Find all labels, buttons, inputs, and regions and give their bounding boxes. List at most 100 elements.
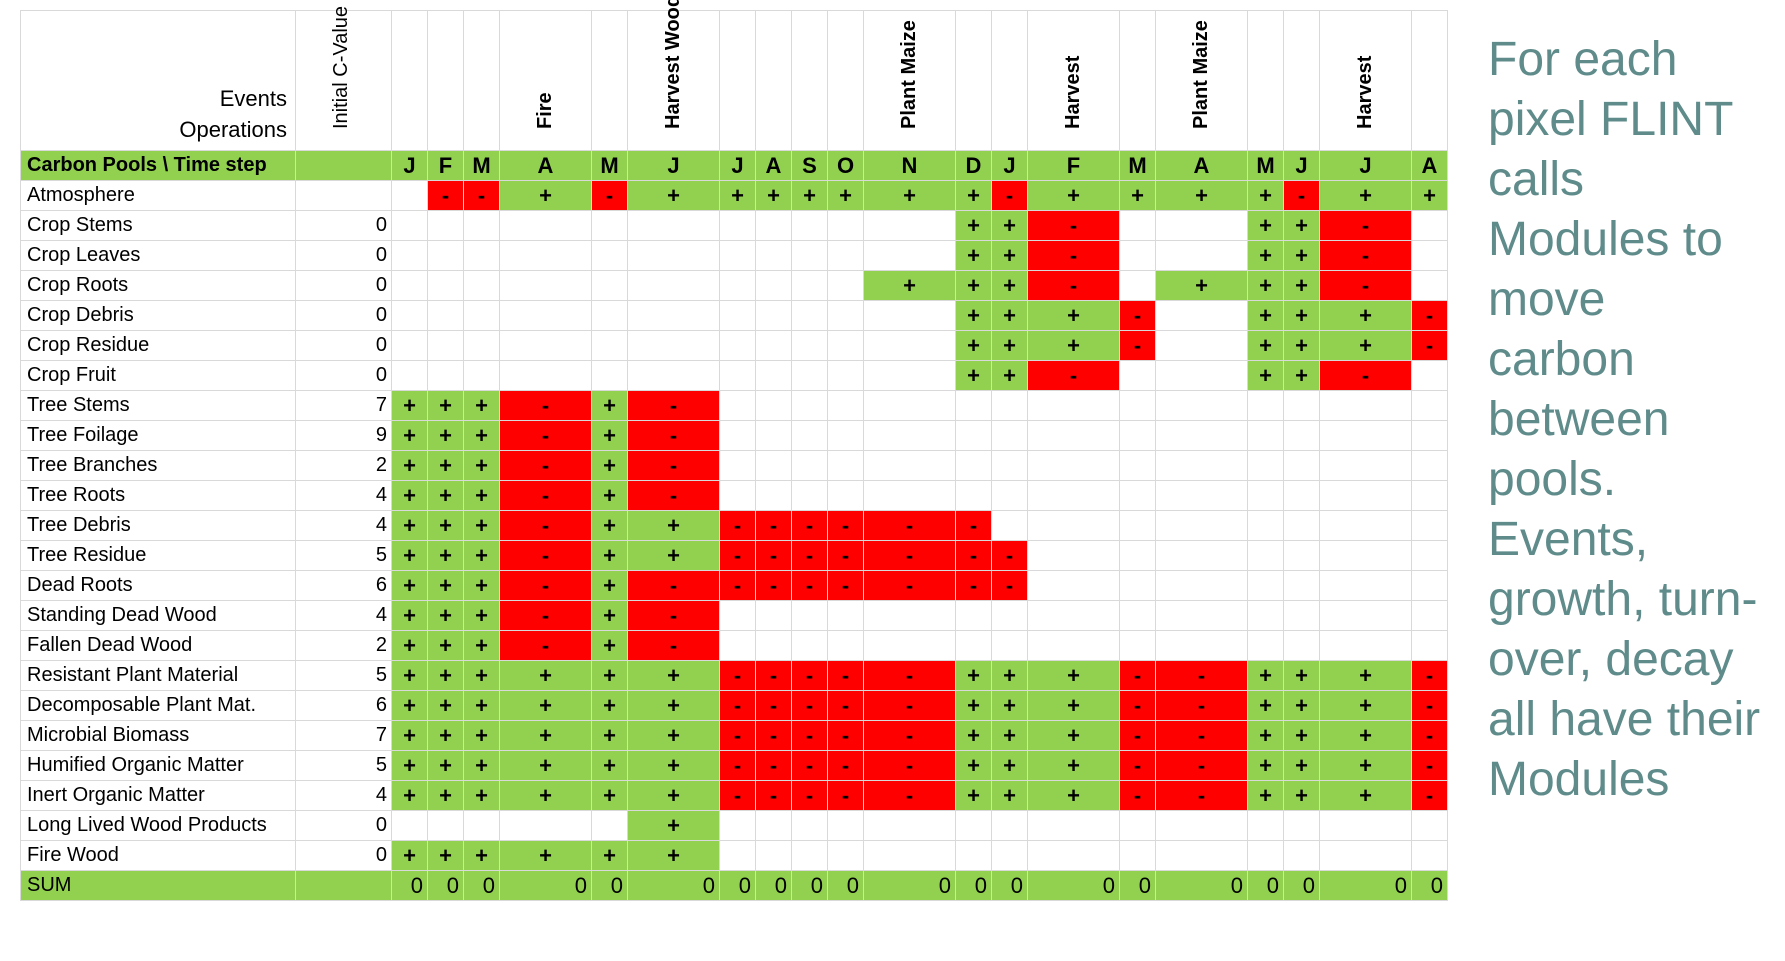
event-col-12 (992, 11, 1028, 151)
pool-cell (500, 271, 592, 301)
pool-cell (956, 391, 992, 421)
pool-cell: + (1248, 721, 1284, 751)
pool-cell: + (1284, 271, 1320, 301)
pool-cell (792, 841, 828, 871)
pool-cell (756, 331, 792, 361)
pool-label: Tree Debris (21, 511, 296, 541)
pool-cell (464, 811, 500, 841)
month-12: J (992, 151, 1028, 181)
pool-cell: + (1284, 361, 1320, 391)
month-4: M (592, 151, 628, 181)
pool-cell: + (392, 841, 428, 871)
pool-cell (1156, 841, 1248, 871)
pool-cell: - (1156, 781, 1248, 811)
pool-cell (756, 391, 792, 421)
event-col-16 (1248, 11, 1284, 151)
pool-cell: + (428, 661, 464, 691)
event-col-13: Harvest (1028, 11, 1120, 151)
pool-cell (720, 301, 756, 331)
pool-label: Fallen Dead Wood (21, 631, 296, 661)
pool-cell: - (628, 571, 720, 601)
pool-cell: - (828, 781, 864, 811)
pool-cell: + (592, 841, 628, 871)
pool-cell: - (1120, 751, 1156, 781)
pool-cell (1156, 481, 1248, 511)
pool-cell: + (464, 481, 500, 511)
month-8: S (792, 151, 828, 181)
pool-cell: - (828, 541, 864, 571)
pool-cell (828, 811, 864, 841)
pool-cell (592, 331, 628, 361)
pool-cell (828, 331, 864, 361)
event-col-19 (1412, 11, 1448, 151)
pool-row: Tree Foilage9+++-+- (21, 421, 1448, 451)
pool-cell (864, 811, 956, 841)
pool-cell: + (992, 691, 1028, 721)
pool-cell (756, 631, 792, 661)
pool-row: Crop Roots0+++-+++- (21, 271, 1448, 301)
pool-cell (992, 421, 1028, 451)
pool-cell: + (592, 601, 628, 631)
pool-cell (1412, 631, 1448, 661)
pool-row: Tree Branches2+++-+- (21, 451, 1448, 481)
sum-label: SUM (21, 871, 296, 901)
pool-cell: - (500, 541, 592, 571)
pool-row: Tree Roots4+++-+- (21, 481, 1448, 511)
pool-cell (1156, 811, 1248, 841)
month-7: A (756, 151, 792, 181)
pool-cell (500, 331, 592, 361)
pool-cell (792, 301, 828, 331)
pool-cell: + (392, 601, 428, 631)
month-1: F (428, 151, 464, 181)
pool-cell (1156, 241, 1248, 271)
pool-cell: + (592, 421, 628, 451)
pool-cell: - (792, 661, 828, 691)
pool-initial-value: 0 (296, 241, 392, 271)
month-17: J (1284, 151, 1320, 181)
pool-initial-value: 9 (296, 421, 392, 451)
pool-cell (864, 361, 956, 391)
pool-cell (956, 811, 992, 841)
pool-cell: - (628, 481, 720, 511)
pool-cell (756, 481, 792, 511)
pool-cell (992, 631, 1028, 661)
pool-cell (1320, 421, 1412, 451)
pool-cell (1028, 811, 1120, 841)
sum-cell-16: 0 (1248, 871, 1284, 901)
event-col-14 (1120, 11, 1156, 151)
pool-cell (756, 361, 792, 391)
pool-cell (864, 421, 956, 451)
pool-cell (864, 481, 956, 511)
sum-cell-5: 0 (628, 871, 720, 901)
pool-cell (720, 811, 756, 841)
pool-cell (956, 601, 992, 631)
sum-row: SUM00000000000000000000 (21, 871, 1448, 901)
event-col-15: Plant Maize (1156, 11, 1248, 151)
pool-cell: - (500, 391, 592, 421)
pool-cell (500, 301, 592, 331)
pool-cell (1120, 211, 1156, 241)
pool-cell: + (628, 661, 720, 691)
pool-label: Crop Roots (21, 271, 296, 301)
pool-cell: - (1320, 271, 1412, 301)
event-col-10: Plant Maize (864, 11, 956, 151)
pool-cell: + (1028, 721, 1120, 751)
pool-cell (1248, 421, 1284, 451)
pool-cell: - (1120, 781, 1156, 811)
sum-cell-15: 0 (1156, 871, 1248, 901)
pool-cell: - (1120, 301, 1156, 331)
pool-cell: - (756, 511, 792, 541)
pool-cell (792, 481, 828, 511)
pool-initial-value: 6 (296, 691, 392, 721)
pool-cell: - (720, 691, 756, 721)
pool-cell: - (1156, 691, 1248, 721)
pool-row: Crop Residue0+++-+++- (21, 331, 1448, 361)
pool-cell: + (428, 541, 464, 571)
pool-cell: + (1320, 781, 1412, 811)
pool-cell (464, 241, 500, 271)
pool-cell: + (956, 691, 992, 721)
pool-cell (1284, 451, 1320, 481)
pool-cell: + (956, 271, 992, 301)
pool-cell: + (1320, 331, 1412, 361)
pool-cell: - (828, 661, 864, 691)
